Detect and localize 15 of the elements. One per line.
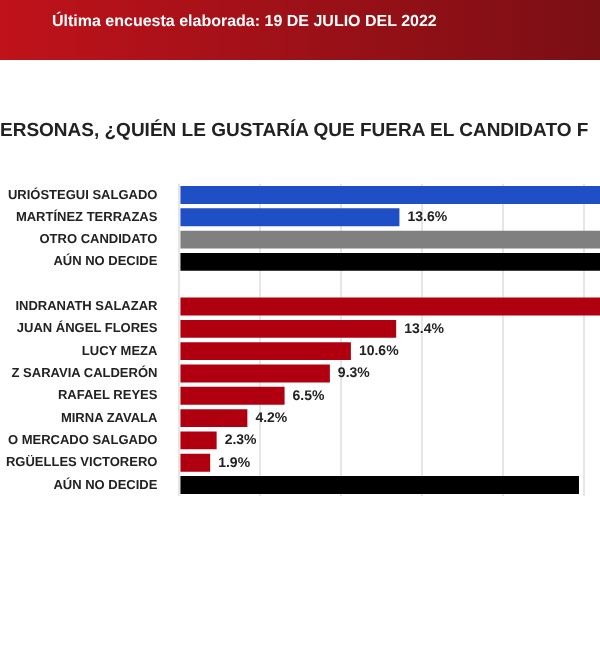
bar [180,364,330,383]
bar [180,342,351,361]
bar [180,453,211,472]
bar [180,476,579,494]
bar [180,319,397,338]
bar [180,386,285,405]
bar [180,297,600,316]
bar [180,252,600,271]
bar [180,208,400,227]
bar [180,230,600,249]
chart-subtitle: Última encuesta elaborada: 19 DE JULIO DEL 2022 [0,0,600,60]
chart-title: ERSONAS, ¿QUIÉN LE GUSTARÍA QUE FUERA EL CANDIDATO F [0,117,591,146]
bar [180,186,600,204]
bar [180,431,217,450]
bar [180,409,248,428]
